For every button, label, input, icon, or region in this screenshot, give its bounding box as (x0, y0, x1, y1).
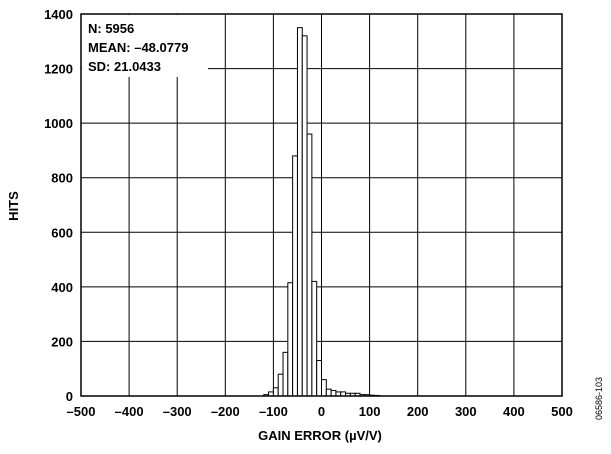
x-axis-label: GAIN ERROR (µV/V) (258, 428, 382, 443)
histogram-bar-5 (287, 282, 294, 397)
histogram-bar-9 (306, 133, 313, 397)
x-tick-label-8: 300 (455, 404, 477, 419)
x-tick-label-7: 200 (407, 404, 429, 419)
stat-sd: SD: 21.0433 (88, 59, 161, 74)
x-tick-label-6: 100 (359, 404, 381, 419)
y-tick-label-2: 400 (51, 280, 73, 295)
histogram-bar-11 (316, 360, 323, 397)
histogram-bar-14 (330, 390, 337, 397)
histogram-bar-8 (301, 35, 308, 397)
plot-frame (80, 13, 563, 397)
x-tick-label-10: 500 (551, 404, 573, 419)
x-tick-label-5: 0 (318, 404, 325, 419)
y-tick-label-4: 800 (51, 171, 73, 186)
histogram-bar-12 (321, 379, 327, 397)
y-tick-label-7: 1400 (44, 7, 73, 22)
y-tick-label-1: 200 (51, 334, 73, 349)
stats-box (82, 15, 208, 77)
y-tick-label-6: 1200 (44, 62, 73, 77)
y-axis-label: HITS (6, 191, 21, 221)
histogram-bar-4 (282, 351, 289, 397)
y-tick-label-3: 600 (51, 225, 73, 240)
stat-mean: MEAN: –48.0779 (88, 40, 188, 55)
x-tick-label-4: –100 (259, 404, 288, 419)
grid-lines (81, 14, 562, 396)
histogram-bar-3 (277, 373, 284, 397)
histogram-bar-2 (272, 387, 279, 397)
histogram-bar-13 (325, 388, 332, 397)
y-tick-labels: 0 200 400 600 800 1000 1200 1400 (44, 7, 73, 404)
x-tick-label-3: –200 (211, 404, 240, 419)
stat-n: N: 5956 (88, 21, 134, 36)
histogram-bar-6 (292, 155, 298, 397)
figure-id: 06586-103 (594, 377, 604, 420)
x-tick-labels: –500 –400 –300 –200 –100 0 100 200 300 400 500 (67, 404, 573, 419)
y-tick-label-5: 1000 (44, 116, 73, 131)
histogram-bar-10 (311, 280, 318, 397)
x-tick-label-0: –500 (67, 404, 96, 419)
histogram-bars (263, 27, 380, 397)
x-tick-label-1: –400 (115, 404, 144, 419)
x-tick-label-9: 400 (503, 404, 525, 419)
y-tick-label-0: 0 (66, 389, 73, 404)
x-tick-label-2: –300 (163, 404, 192, 419)
histogram-bar-7 (296, 27, 303, 397)
